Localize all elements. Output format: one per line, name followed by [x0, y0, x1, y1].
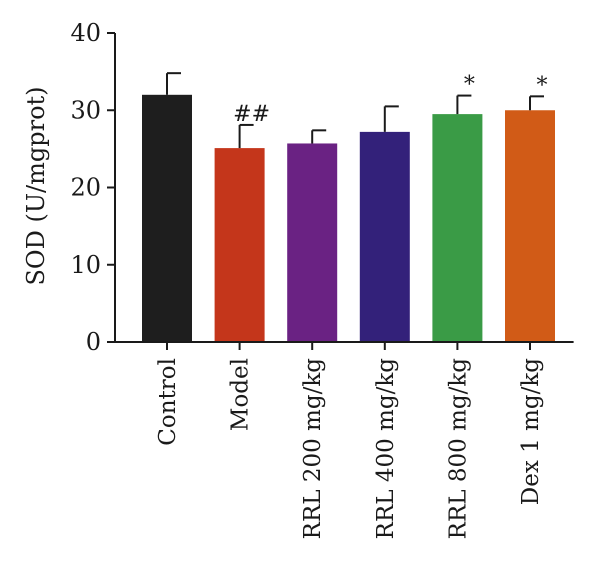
bar: [359, 131, 410, 342]
y-tick-label: 10: [70, 251, 101, 279]
bars: ## * *: [142, 72, 555, 342]
significance-label: *: [537, 73, 548, 98]
bar: [432, 114, 483, 342]
significance-label: *: [464, 73, 475, 98]
x-tick-label: Control: [155, 358, 181, 446]
x-tick-label: RRL 800 mg/kg: [445, 358, 471, 540]
y-tick-label: 30: [70, 96, 101, 124]
y-tick-label: 40: [70, 19, 101, 47]
bar: [214, 148, 265, 342]
y-axis: 0 10 20 30 40: [70, 19, 116, 356]
x-tick-label: Model: [228, 358, 254, 431]
bar: [505, 110, 555, 342]
x-tick-label: RRL 200 mg/kg: [300, 358, 326, 540]
x-axis: Control Model RRL 200 mg/kg RRL 400 mg/kg RR…: [115, 341, 574, 540]
bar: [142, 94, 192, 342]
x-tick-label: RRL 400 mg/kg: [373, 358, 399, 540]
significance-label: ##: [233, 102, 270, 127]
y-axis-title: SOD (U/mgprot): [22, 86, 50, 285]
y-tick-label: 0: [86, 328, 101, 356]
y-tick-label: 20: [70, 174, 101, 202]
bar: [287, 143, 338, 342]
x-tick-label: Dex 1 mg/kg: [518, 358, 544, 505]
